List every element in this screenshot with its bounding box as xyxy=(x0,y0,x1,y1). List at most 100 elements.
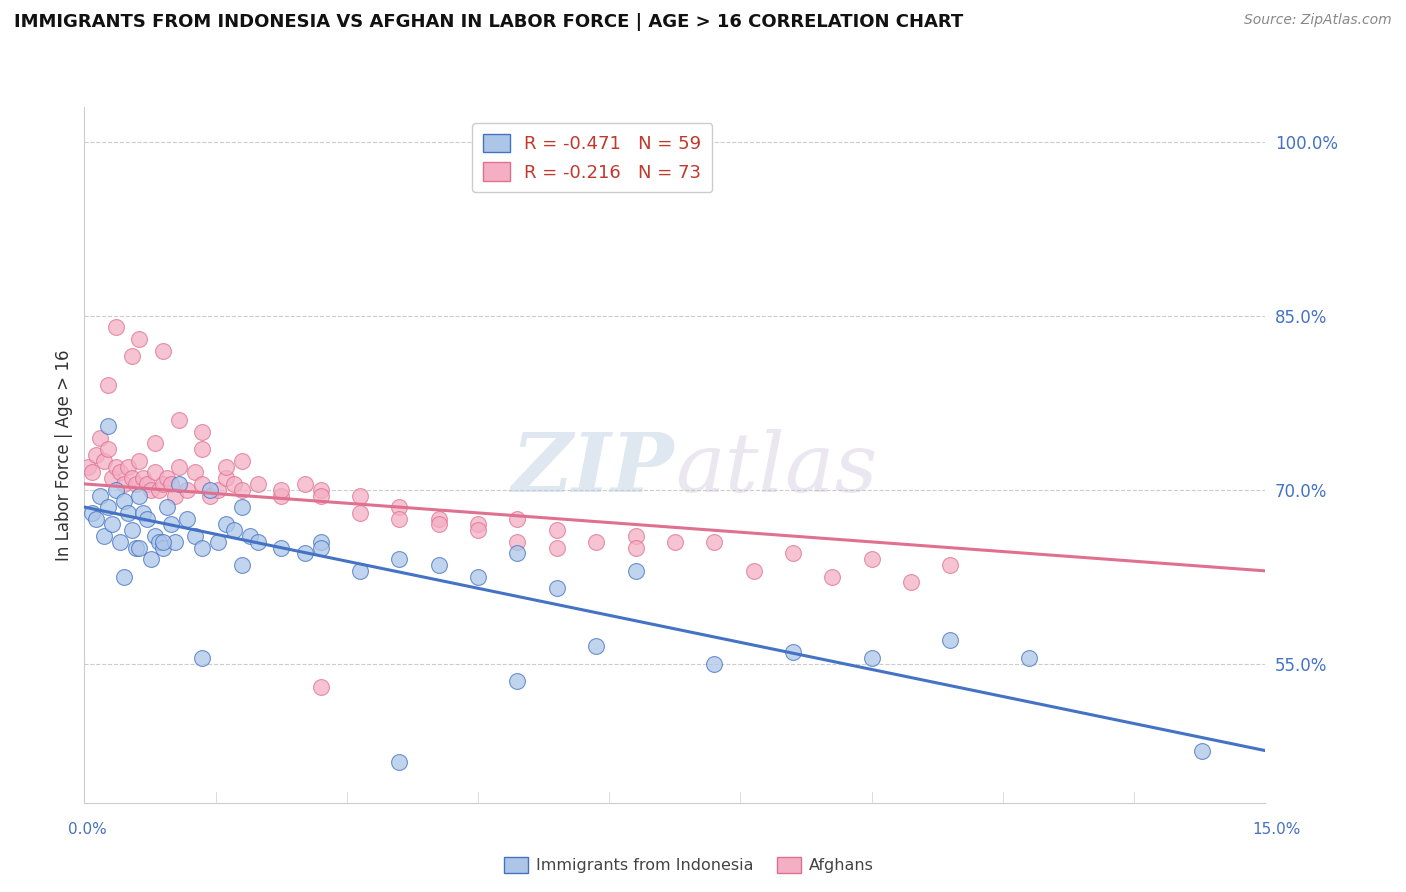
Point xyxy=(239,529,262,543)
Point xyxy=(97,378,120,392)
Point xyxy=(349,489,371,503)
Point xyxy=(900,575,922,590)
Point xyxy=(231,500,253,514)
Point xyxy=(200,483,222,497)
Text: 15.0%: 15.0% xyxy=(1253,822,1301,837)
Point xyxy=(121,350,143,364)
Point xyxy=(176,483,198,497)
Point xyxy=(270,483,292,497)
Legend: R = -0.471   N = 59, R = -0.216   N = 73: R = -0.471 N = 59, R = -0.216 N = 73 xyxy=(472,123,713,193)
Point xyxy=(624,541,647,555)
Point xyxy=(128,489,150,503)
Point xyxy=(143,436,166,450)
Point xyxy=(309,489,332,503)
Point xyxy=(93,529,115,543)
Point xyxy=(152,534,174,549)
Point xyxy=(782,546,804,561)
Point xyxy=(117,459,139,474)
Point xyxy=(294,476,316,491)
Point xyxy=(160,517,183,532)
Point xyxy=(703,657,725,671)
Point xyxy=(207,534,229,549)
Point xyxy=(191,442,214,456)
Point xyxy=(294,546,316,561)
Point xyxy=(136,511,159,525)
Point xyxy=(141,483,163,497)
Point xyxy=(141,552,163,566)
Point xyxy=(136,476,159,491)
Point xyxy=(104,320,127,334)
Point xyxy=(148,534,170,549)
Point xyxy=(108,534,131,549)
Point xyxy=(89,430,111,444)
Point xyxy=(101,471,124,485)
Point xyxy=(167,476,190,491)
Point xyxy=(585,639,607,653)
Point xyxy=(939,558,962,573)
Point xyxy=(93,453,115,467)
Point xyxy=(467,570,489,584)
Point xyxy=(84,448,107,462)
Point xyxy=(467,517,489,532)
Point xyxy=(388,755,411,769)
Point xyxy=(506,511,529,525)
Point xyxy=(191,476,214,491)
Text: atlas: atlas xyxy=(675,429,877,508)
Point xyxy=(860,552,883,566)
Point xyxy=(152,476,174,491)
Point xyxy=(200,489,222,503)
Point xyxy=(84,511,107,525)
Point xyxy=(506,534,529,549)
Point xyxy=(222,523,245,537)
Point xyxy=(160,476,183,491)
Point xyxy=(427,517,450,532)
Point xyxy=(82,506,104,520)
Point xyxy=(143,529,166,543)
Point xyxy=(89,489,111,503)
Text: 0.0%: 0.0% xyxy=(67,822,107,837)
Point xyxy=(112,570,135,584)
Point xyxy=(104,459,127,474)
Point xyxy=(309,483,332,497)
Point xyxy=(215,471,238,485)
Point xyxy=(231,558,253,573)
Point xyxy=(821,570,844,584)
Point xyxy=(309,680,332,694)
Point xyxy=(506,674,529,689)
Point xyxy=(191,425,214,439)
Point xyxy=(506,546,529,561)
Point xyxy=(782,645,804,659)
Point xyxy=(97,418,120,433)
Point xyxy=(143,466,166,480)
Legend: Immigrants from Indonesia, Afghans: Immigrants from Indonesia, Afghans xyxy=(498,850,880,880)
Point xyxy=(703,534,725,549)
Point xyxy=(156,471,179,485)
Point xyxy=(742,564,765,578)
Point xyxy=(215,459,238,474)
Point xyxy=(270,541,292,555)
Point xyxy=(167,413,190,427)
Point xyxy=(121,523,143,537)
Point xyxy=(167,459,190,474)
Point xyxy=(246,534,269,549)
Point xyxy=(148,483,170,497)
Point xyxy=(388,552,411,566)
Point xyxy=(231,453,253,467)
Point xyxy=(246,476,269,491)
Point xyxy=(97,500,120,514)
Point xyxy=(108,466,131,480)
Point xyxy=(152,541,174,555)
Point xyxy=(388,511,411,525)
Point xyxy=(388,500,411,514)
Point xyxy=(467,523,489,537)
Point xyxy=(117,506,139,520)
Point xyxy=(77,459,100,474)
Point xyxy=(152,343,174,358)
Point xyxy=(191,651,214,665)
Point xyxy=(128,541,150,555)
Point xyxy=(309,541,332,555)
Point xyxy=(270,489,292,503)
Point xyxy=(82,466,104,480)
Point xyxy=(156,500,179,514)
Point xyxy=(176,511,198,525)
